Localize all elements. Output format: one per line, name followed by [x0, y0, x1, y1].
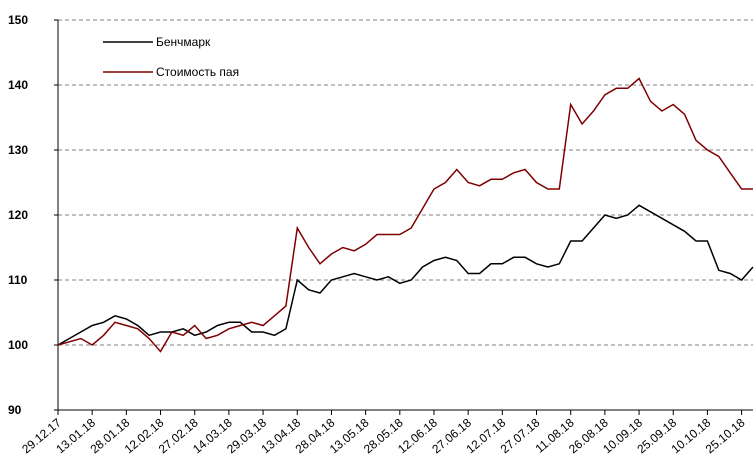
- y-tick-label: 130: [8, 143, 28, 157]
- x-tick-label: 25.10.18: [703, 415, 748, 456]
- series-line: [57, 204, 754, 346]
- y-tick-label: 140: [8, 78, 28, 92]
- series-line: [57, 77, 753, 353]
- y-tick-label: 110: [8, 273, 28, 287]
- y-tick-label: 120: [8, 208, 28, 222]
- y-tick-label: 90: [8, 403, 22, 417]
- legend-label: Бенчмарк: [156, 35, 211, 49]
- y-tick-label: 100: [8, 338, 28, 352]
- y-tick-label: 150: [8, 13, 28, 27]
- legend-label: Стоимость пая: [156, 65, 239, 79]
